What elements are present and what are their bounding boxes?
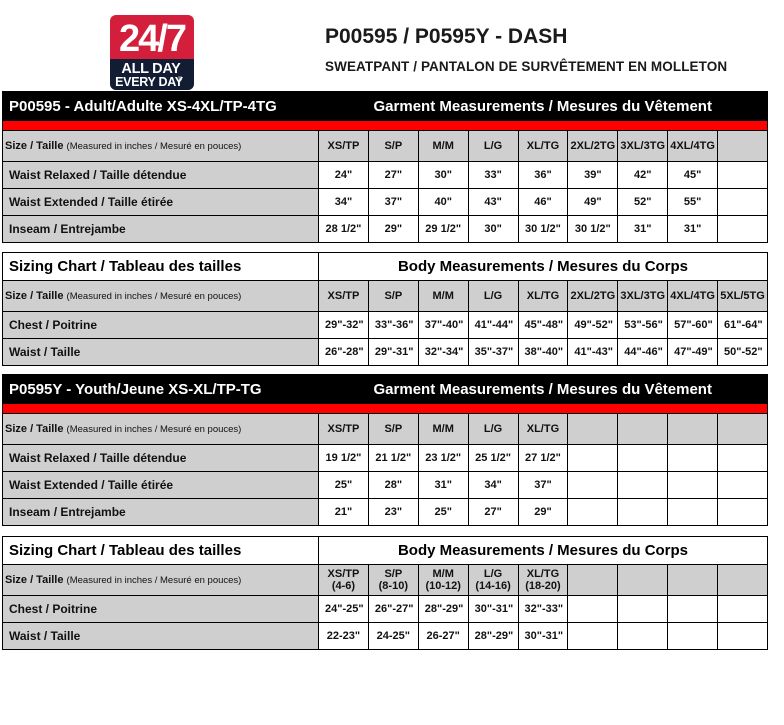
svg-text:EVERY DAY: EVERY DAY [115, 75, 184, 89]
svg-text:24/7: 24/7 [119, 18, 186, 59]
svg-text:®: ® [178, 76, 183, 83]
